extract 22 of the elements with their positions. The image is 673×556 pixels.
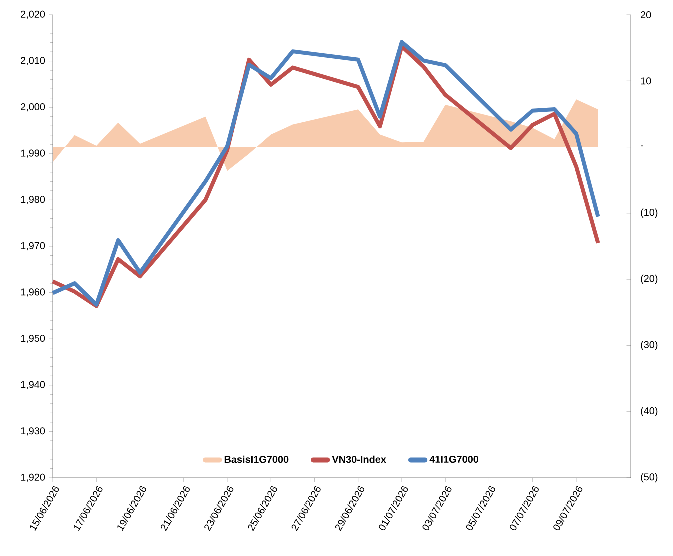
y-tick-label: 2,000 bbox=[21, 103, 46, 112]
y-tick-label: 1,950 bbox=[21, 334, 46, 344]
y-tick-label: 1,920 bbox=[21, 474, 46, 482]
y-tick-label: 2,020 bbox=[21, 10, 46, 20]
y2-tick-label: (50) bbox=[641, 473, 658, 483]
legend-label: BasisI1G7000 bbox=[224, 456, 289, 464]
y2-tick-label: (10) bbox=[641, 208, 658, 218]
y-tick-label: 1,970 bbox=[21, 242, 46, 251]
y2-tick-label: 10 bbox=[641, 78, 652, 85]
y-tick-label: 1,990 bbox=[21, 150, 46, 158]
y-tick-label: 1,940 bbox=[21, 381, 46, 390]
y-tick-label: 2,010 bbox=[21, 57, 46, 66]
y2-tick-label: (40) bbox=[641, 407, 658, 416]
y2-tick-label: 20 bbox=[641, 11, 652, 19]
y-tick-label: 1,960 bbox=[21, 288, 46, 297]
y-tick-label: 1,980 bbox=[21, 196, 46, 204]
y2-tick-label: - bbox=[640, 146, 644, 147]
y2-tick-label: (20) bbox=[641, 274, 658, 284]
y2-tick-label: (30) bbox=[641, 341, 658, 350]
legend-label: VN30-Index bbox=[332, 456, 386, 464]
legend-label: 41I1G7000 bbox=[430, 456, 479, 464]
y-tick-label: 1,930 bbox=[21, 428, 46, 436]
